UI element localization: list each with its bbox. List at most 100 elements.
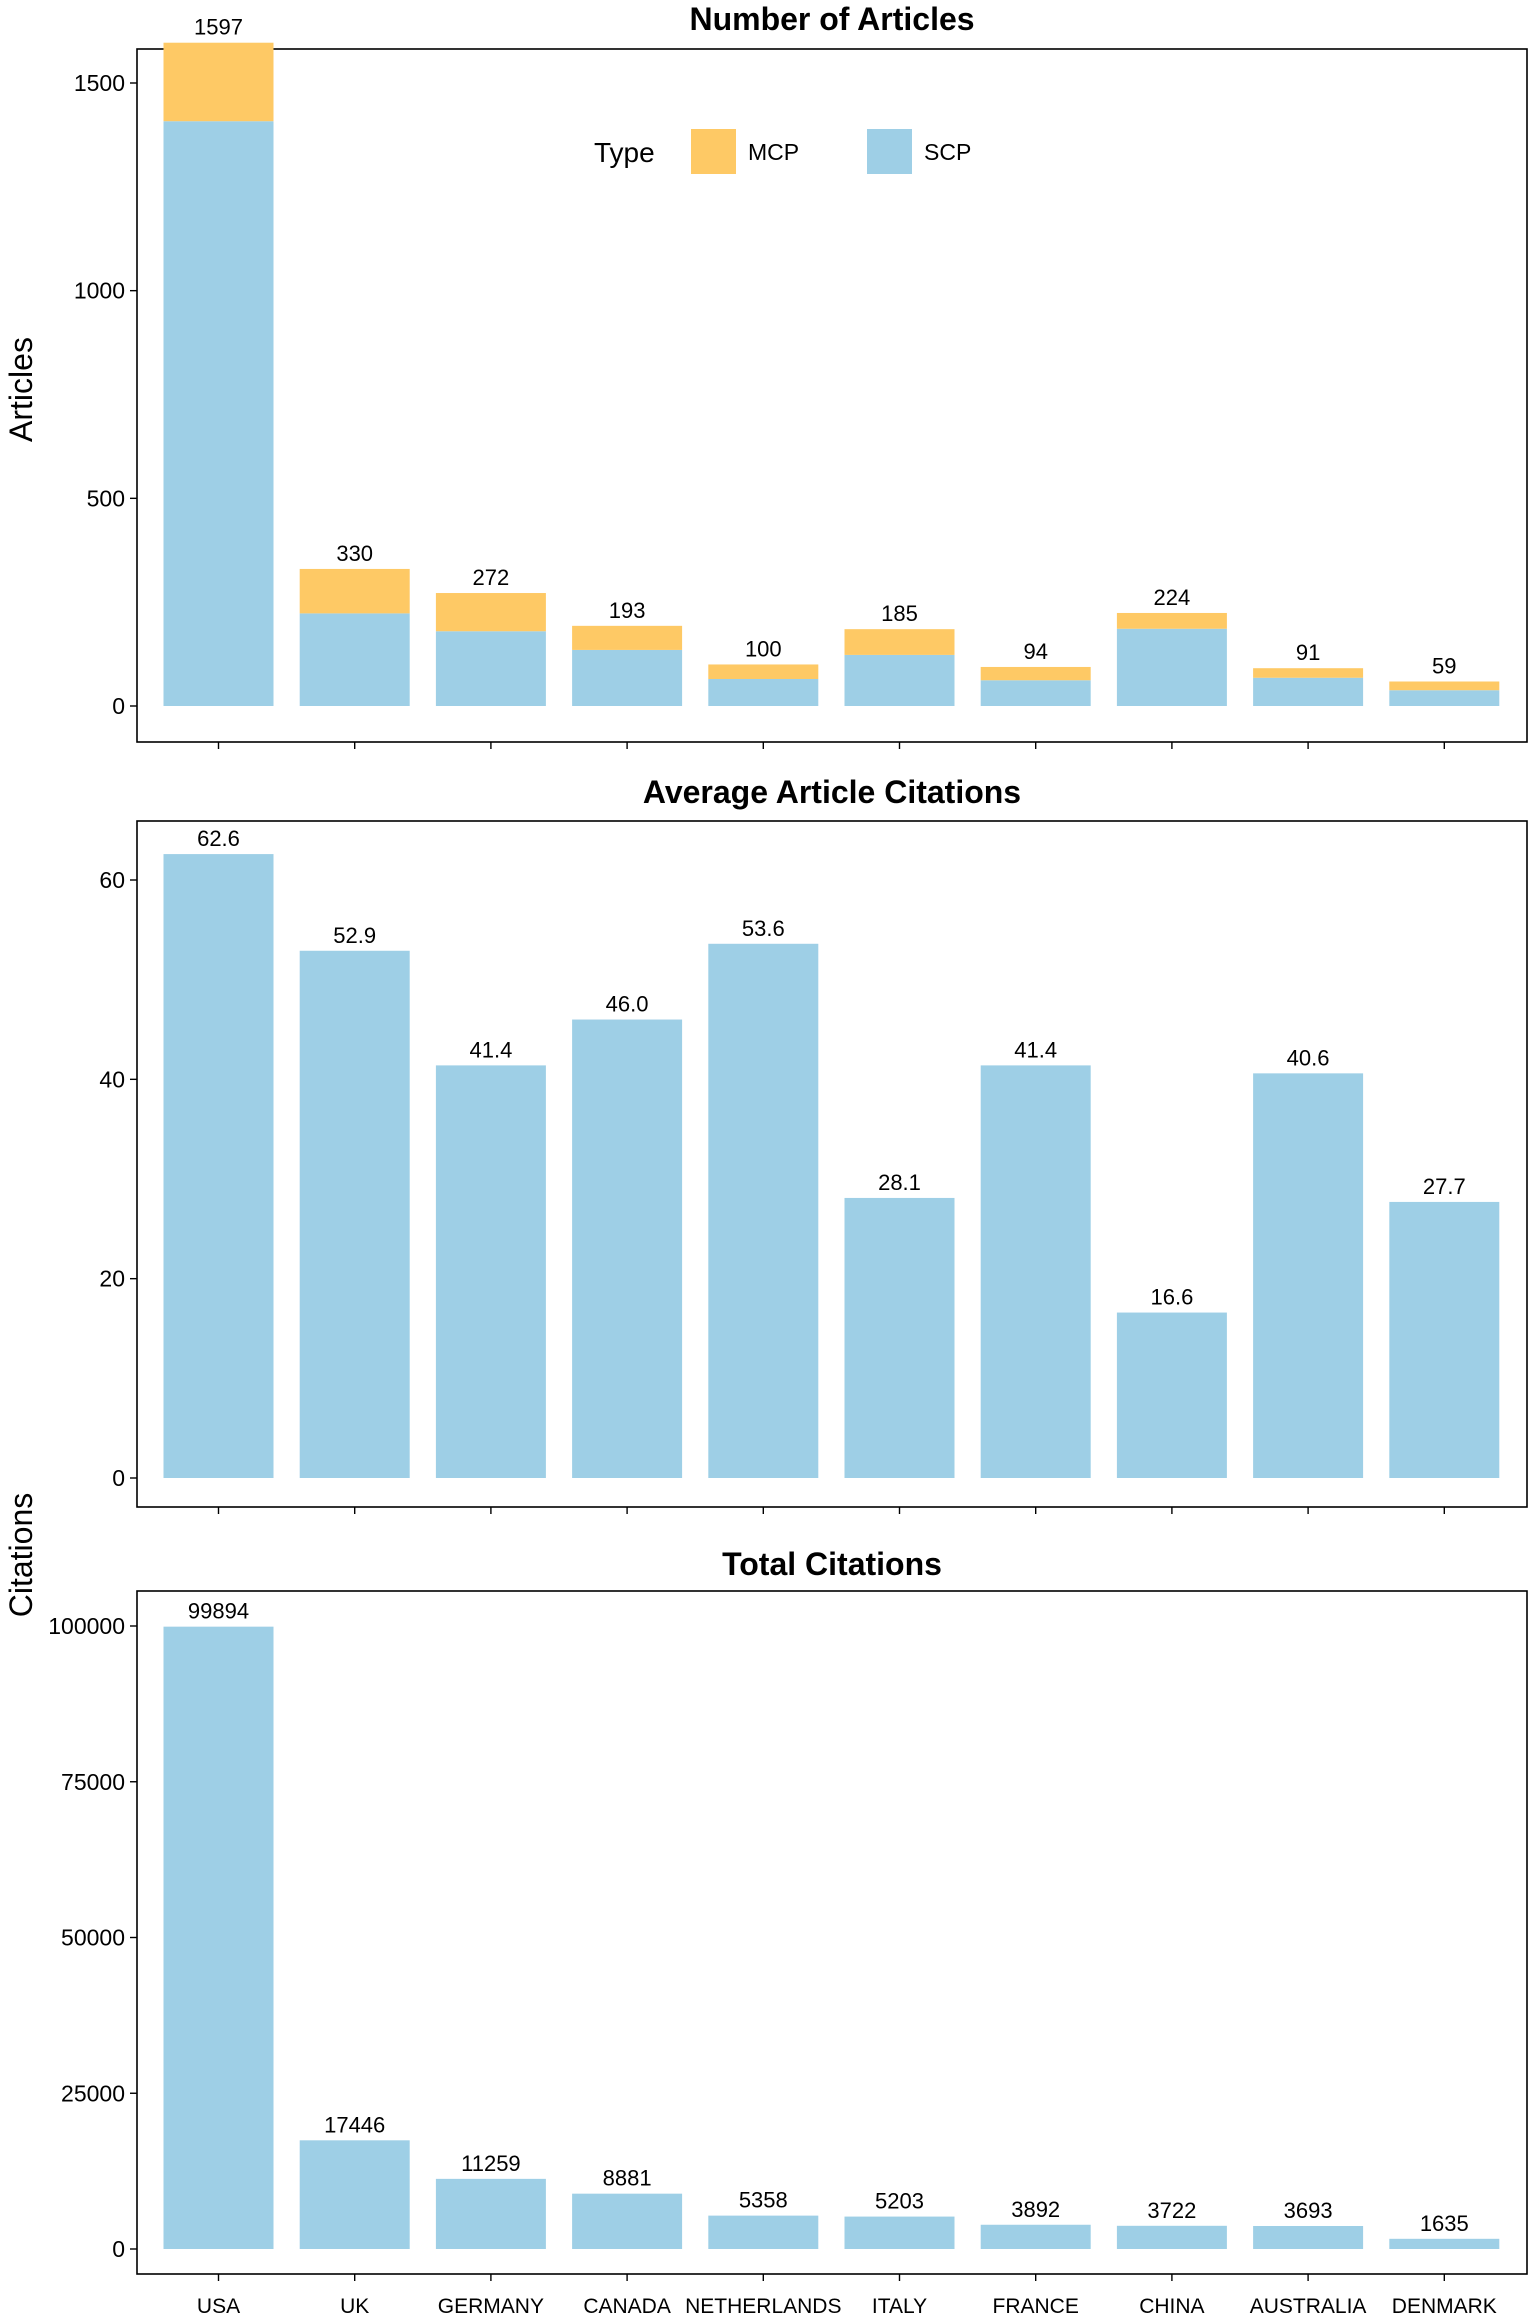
data-label: 1597 bbox=[194, 15, 243, 40]
x-tick-label: USA bbox=[197, 2295, 240, 2318]
data-label: 17446 bbox=[324, 2112, 385, 2137]
bar-mcp-denmark bbox=[1389, 681, 1500, 691]
legend-swatch-mcp bbox=[691, 129, 736, 174]
legend-label-scp: SCP bbox=[924, 139, 971, 165]
bar-scp-australia bbox=[1253, 677, 1364, 706]
y-axis-title: Articles bbox=[3, 337, 39, 442]
panel-2: Average Article Citations 0 20 40 60 62.6 52.9… bbox=[99, 774, 1528, 1514]
data-label: 40.6 bbox=[1287, 1045, 1330, 1070]
plot-frame bbox=[136, 820, 1528, 1508]
panel-3: Total Citations 0 25000 50000 75000 100000 998… bbox=[48, 1546, 1528, 2281]
data-label: 41.4 bbox=[469, 1037, 512, 1062]
bar-scp-netherlands bbox=[708, 679, 819, 706]
y-tick-label: 50000 bbox=[61, 1925, 125, 1951]
chart-title: Average Article Citations bbox=[643, 774, 1021, 810]
bar-australia bbox=[1253, 2225, 1364, 2249]
y-tick-label: 500 bbox=[87, 485, 125, 511]
data-label: 224 bbox=[1154, 585, 1191, 610]
bar-germany bbox=[435, 1065, 546, 1478]
bar-scp-france bbox=[980, 680, 1091, 706]
data-label: 16.6 bbox=[1150, 1285, 1193, 1310]
bar-usa bbox=[163, 854, 274, 1478]
bar-mcp-france bbox=[980, 666, 1091, 681]
x-tick-label: ITALY bbox=[872, 2295, 927, 2318]
y-tick-label: 20 bbox=[99, 1266, 125, 1292]
bar-china bbox=[1116, 1312, 1227, 1478]
data-label: 3722 bbox=[1147, 2198, 1196, 2223]
y-tick-label: 0 bbox=[112, 2236, 125, 2262]
data-label: 59 bbox=[1432, 653, 1456, 678]
y-tick-label: 25000 bbox=[61, 2080, 125, 2106]
data-label: 41.4 bbox=[1014, 1037, 1057, 1062]
bar-scp-denmark bbox=[1389, 690, 1500, 706]
legend-label-mcp: MCP bbox=[748, 139, 799, 165]
plot-frame bbox=[136, 48, 1528, 743]
data-label: 3693 bbox=[1284, 2198, 1333, 2223]
y-tick-label: 1500 bbox=[74, 70, 125, 96]
data-label: 11259 bbox=[461, 2151, 521, 2176]
x-tick-label: CANADA bbox=[583, 2295, 671, 2318]
x-tick-label: DENMARK bbox=[1392, 2295, 1497, 2318]
legend-title: Type bbox=[594, 137, 655, 168]
x-tick-label: AUSTRALIA bbox=[1250, 2295, 1367, 2318]
panel-1: Number of Articles 0 500 1000 1500 1597 330 272… bbox=[3, 1, 1528, 749]
bar-scp-usa bbox=[163, 121, 274, 706]
y-tick-label: 0 bbox=[112, 693, 125, 719]
bar-scp-italy bbox=[844, 654, 955, 706]
data-label: 62.6 bbox=[197, 826, 240, 851]
bar-scp-china bbox=[1116, 628, 1227, 706]
bar-mcp-canada bbox=[572, 625, 683, 650]
data-label: 8881 bbox=[603, 2166, 652, 2191]
data-label: 27.7 bbox=[1423, 1174, 1466, 1199]
bar-france bbox=[980, 2224, 1091, 2249]
y-tick-label: 0 bbox=[112, 1465, 125, 1491]
bar-mcp-usa bbox=[163, 42, 274, 122]
y-tick-label: 40 bbox=[99, 1066, 125, 1092]
chart-title: Total Citations bbox=[722, 1546, 942, 1582]
x-tick-label: GERMANY bbox=[438, 2295, 544, 2318]
bar-scp-uk bbox=[299, 613, 410, 706]
bar-mcp-china bbox=[1116, 612, 1227, 629]
data-label: 5203 bbox=[875, 2189, 924, 2214]
data-label: 91 bbox=[1296, 640, 1320, 665]
shared-y-axis-title: Citations bbox=[3, 1493, 39, 1618]
bar-italy bbox=[844, 2216, 955, 2249]
data-label: 53.6 bbox=[742, 916, 785, 941]
bar-china bbox=[1116, 2225, 1227, 2249]
bar-canada bbox=[572, 1019, 683, 1478]
bar-mcp-germany bbox=[435, 593, 546, 632]
x-tick-label: FRANCE bbox=[993, 2295, 1079, 2318]
bar-usa bbox=[163, 1626, 274, 2249]
bar-mcp-uk bbox=[299, 568, 410, 614]
x-tick-label: UK bbox=[340, 2295, 369, 2318]
bar-france bbox=[980, 1065, 1091, 1478]
y-tick-label: 100000 bbox=[48, 1613, 125, 1639]
data-label: 94 bbox=[1023, 639, 1047, 664]
data-label: 3892 bbox=[1011, 2197, 1060, 2222]
data-label: 28.1 bbox=[878, 1170, 921, 1195]
x-tick-label: CHINA bbox=[1139, 2295, 1204, 2318]
y-tick-label: 75000 bbox=[61, 1769, 125, 1795]
bar-uk bbox=[299, 950, 410, 1478]
bar-mcp-australia bbox=[1253, 668, 1364, 678]
legend: Type MCP SCP bbox=[594, 129, 971, 174]
bar-netherlands bbox=[708, 2215, 819, 2249]
data-label: 100 bbox=[745, 636, 782, 661]
bar-scp-canada bbox=[572, 649, 683, 706]
x-tick-label: NETHERLANDS bbox=[685, 2295, 841, 2318]
bar-mcp-netherlands bbox=[708, 664, 819, 680]
data-label: 99894 bbox=[188, 1599, 249, 1624]
data-label: 193 bbox=[609, 598, 646, 623]
data-label: 52.9 bbox=[333, 923, 376, 948]
bar-denmark bbox=[1389, 1201, 1500, 1478]
bar-italy bbox=[844, 1197, 955, 1478]
bar-uk bbox=[299, 2140, 410, 2249]
bar-canada bbox=[572, 2193, 683, 2249]
data-label: 330 bbox=[336, 541, 373, 566]
bar-netherlands bbox=[708, 943, 819, 1478]
chart-title: Number of Articles bbox=[689, 1, 974, 37]
data-label: 1635 bbox=[1420, 2211, 1469, 2236]
legend-swatch-scp bbox=[867, 129, 912, 174]
bar-australia bbox=[1253, 1073, 1364, 1478]
y-tick-label: 60 bbox=[99, 867, 125, 893]
